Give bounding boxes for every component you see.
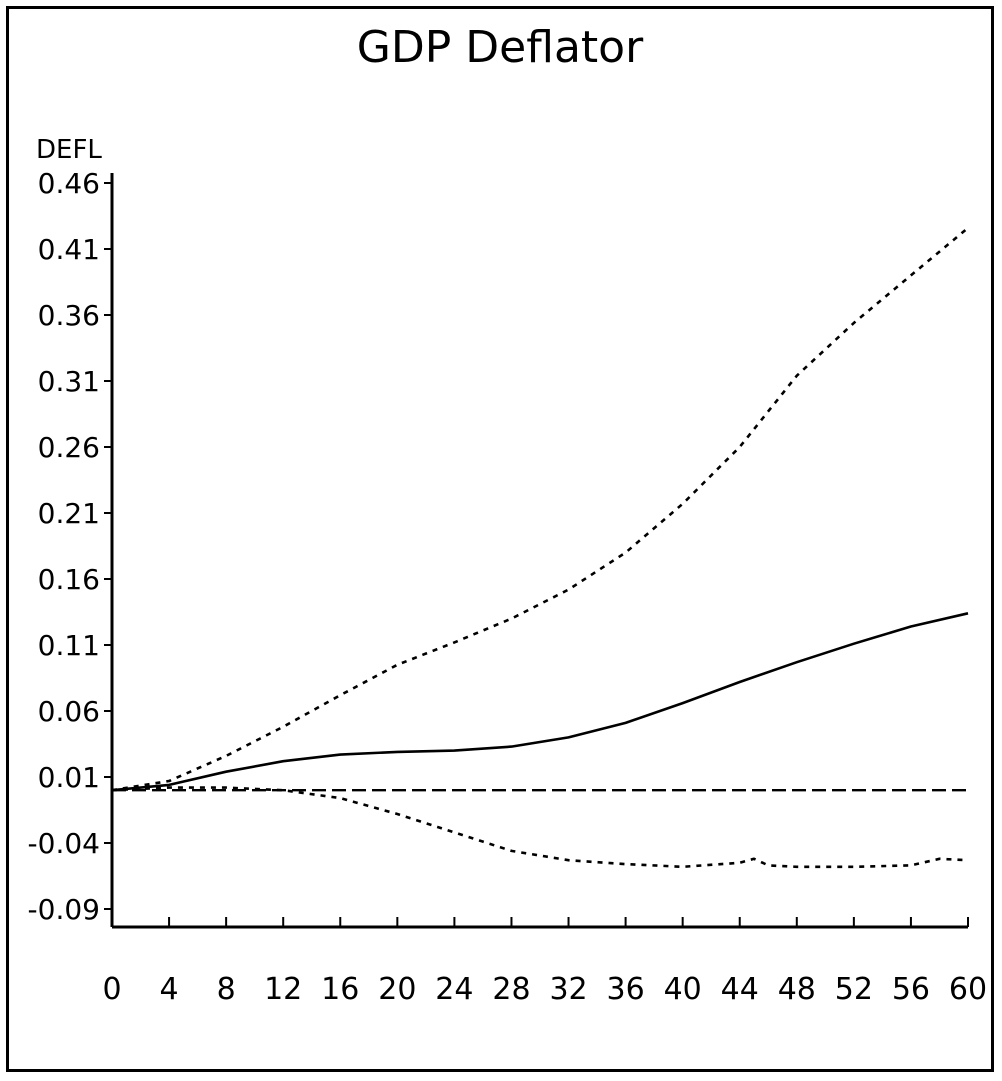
y-tick-label: 0.11 (38, 629, 100, 662)
x-tick-label: 28 (492, 972, 530, 1007)
x-tick-label: 0 (102, 972, 121, 1007)
x-tick-label: 60 (949, 972, 987, 1007)
y-tick-label: -0.04 (28, 827, 100, 860)
chart-frame (6, 6, 994, 1072)
y-tick-label: 0.26 (38, 431, 100, 464)
chart-title: GDP Deflator (357, 22, 644, 73)
x-tick-label: 8 (217, 972, 236, 1007)
y-tick-label: -0.09 (28, 893, 100, 926)
x-tick-label: 44 (721, 972, 759, 1007)
x-tick-label: 32 (549, 972, 587, 1007)
x-tick-label: 24 (435, 972, 473, 1007)
y-tick-label: 0.36 (38, 299, 100, 332)
y-axis-label: DEFL (36, 135, 102, 165)
y-tick-label: 0.16 (38, 563, 100, 596)
plot-area: -0.09 -0.04 0.01 0.06 0.11 0.16 0.21 0.26 0.31 0.… (28, 167, 988, 1007)
y-tick-label: 0.46 (38, 167, 100, 200)
x-tick-label: 36 (607, 972, 645, 1007)
series-line-dashed-lower (111, 786, 969, 869)
x-tick-label: 16 (321, 972, 359, 1007)
x-tick-label: 4 (160, 972, 179, 1007)
x-tick-label: 52 (835, 972, 873, 1007)
x-tick-label: 40 (664, 972, 702, 1007)
y-tick-label: 0.06 (38, 695, 100, 728)
series-line-dashed-upper (111, 226, 969, 792)
series-line-solid (111, 612, 969, 792)
y-tick-label: 0.21 (38, 497, 100, 530)
x-tick-label: 12 (264, 972, 302, 1007)
x-tick-label: 20 (378, 972, 416, 1007)
y-tick-label: 0.41 (38, 233, 100, 266)
y-tick-label: 0.31 (38, 365, 100, 398)
x-tick-label: 48 (778, 972, 816, 1007)
x-tick-label: 56 (892, 972, 930, 1007)
y-tick-label: 0.01 (38, 761, 100, 794)
